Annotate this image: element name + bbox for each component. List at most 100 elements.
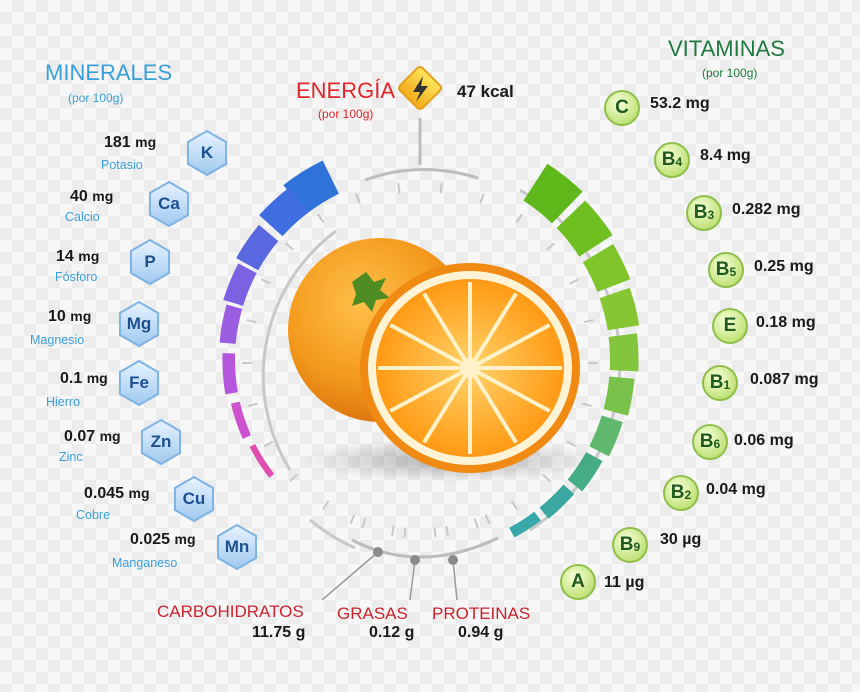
vitamin-circles [560,90,748,600]
mineral-name: Potasio [101,158,143,172]
macro-value-carbohidratos: 11.75 g [252,624,306,641]
vitamin-subscript: 1 [723,378,731,392]
vitamin-bar-a [509,511,541,538]
vitamin-amount: 8.4 mg [700,147,751,164]
mineral-amount: 0.1 mg [60,370,108,388]
mineral-name: Calcio [65,210,100,224]
vitamin-circle-b6 [692,424,728,460]
vitamin-amount: 53.2 mg [650,95,710,112]
mineral-amount-value: 0.07 [64,428,96,445]
mineral-hexagon-fe [118,359,160,407]
mineral-amount: 0.025 mg [130,531,196,549]
mineral-bar-cu [230,401,251,439]
orange-segment-line [389,366,471,413]
vitamin-symbol: B6 [692,424,728,460]
mineral-bars [219,160,339,478]
vitamin-bar-b3 [582,244,631,292]
vitamin-circle-e [712,308,748,344]
vitamin-subscript: 5 [729,265,737,279]
mineral-hexagon-mg [118,300,160,348]
mineral-amount: 14 mg [56,248,99,266]
orange-segment-line [468,292,518,370]
energy-title: ENERGÍA [296,78,396,103]
mineral-symbol: Cu [182,489,206,508]
ring-tick [403,527,407,538]
ring-tick [569,278,580,285]
vitamin-letter: B [661,149,676,170]
ring-tick [515,213,523,223]
energy-subtitle: (por 100g) [318,107,374,121]
vitamin-amount: 0.18 mg [756,314,816,331]
orange-segment-line [469,366,551,413]
macro-arc [351,536,499,559]
ring-tick [246,318,257,324]
orange-segment-line [422,292,472,370]
vitamin-bar-b6 [589,415,623,457]
ring-tick [546,242,555,251]
macro-dots [373,547,458,565]
mineral-amount: 10 mg [48,308,91,326]
vitamin-bar-b1 [603,376,635,416]
vitamin-letter: C [615,97,629,118]
mineral-symbol: Zn [150,432,172,451]
vitamin-circle-b1 [702,365,738,401]
macro-connectors [321,551,458,601]
ring-tick [247,402,258,408]
vitamin-circle-a [560,564,596,600]
mineral-amount: 181 mg [104,134,156,152]
mineral-amount: 0.045 mg [84,485,150,503]
vitamin-subscript: 4 [675,155,683,169]
vitamin-circle-c [604,90,640,126]
mineral-amount-value: 0.1 [60,370,83,387]
vitamin-subscript: 3 [707,208,715,222]
mineral-bar-zn [222,353,238,395]
mineral-hexagons [118,129,258,571]
ring-tick [361,518,367,529]
vitamin-letter: B [715,259,730,280]
mineral-hexagon-mn [216,523,258,571]
vitamin-symbol: B3 [686,195,722,231]
macro-name-proteinas: PROTEINAS [432,604,531,623]
vitamin-letter: B [670,482,685,503]
vitamin-subscript: 9 [633,540,641,554]
orange-illustration [288,238,600,482]
mineral-amount-unit: mg [86,370,108,386]
vitamin-letter: B [693,202,708,223]
mineral-symbol: Fe [129,373,149,392]
ring-tick [322,500,330,510]
mineral-bar-mg [223,263,257,306]
orange-segment-line [422,366,472,444]
vitamin-letter: A [571,571,585,592]
ring-tick [433,527,437,538]
vitamin-amount: 11 µg [604,574,645,591]
mineral-amount-unit: mg [92,188,114,204]
ring-tick [439,183,443,194]
ring-ticks [242,183,598,538]
mineral-amount-value: 181 [104,134,131,151]
vitamin-bars [509,163,640,538]
ring-tick [317,213,325,223]
mineral-bar-p [236,224,279,271]
orange-segment-line [389,323,471,370]
vitamin-symbol: B2 [663,475,699,511]
vitamin-amount: 0.25 mg [754,258,814,275]
mineral-amount-value: 10 [48,308,66,325]
vitamin-letter: E [723,315,737,336]
vitamin-circle-b3 [686,195,722,231]
vitamin-amount: 0.282 mg [732,201,801,218]
vitamin-circle-b2 [663,475,699,511]
vitamin-amount: 0.06 mg [734,432,794,449]
vitamin-letter: B [699,431,714,452]
vitamin-symbol: B4 [654,142,690,178]
vitamins-title: VITAMINAS [668,36,785,61]
vitamin-letter: B [709,372,724,393]
vitamin-circle-b9 [612,527,648,563]
mineral-amount-unit: mg [70,308,92,324]
minerals-subtitle: (por 100g) [68,91,124,105]
ring-tick [355,193,361,204]
mineral-amount-unit: mg [78,248,100,264]
vitamin-symbol: B1 [702,365,738,401]
minerals-title: MINERALES [45,60,173,85]
mineral-amount: 0.07 mg [64,428,121,446]
